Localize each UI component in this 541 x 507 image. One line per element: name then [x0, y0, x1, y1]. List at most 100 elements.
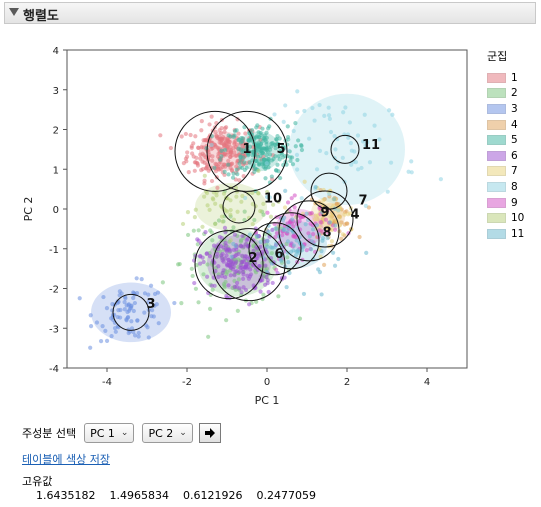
data-point — [125, 309, 130, 315]
legend-item[interactable]: 9 — [487, 195, 524, 211]
data-point — [134, 291, 140, 296]
data-point — [256, 264, 262, 269]
data-point — [285, 148, 290, 153]
legend-item[interactable]: 5 — [487, 132, 524, 148]
data-point — [223, 275, 228, 280]
data-point — [270, 227, 275, 232]
data-point — [234, 167, 239, 172]
data-point — [337, 215, 342, 220]
data-point — [146, 335, 151, 340]
data-point — [328, 129, 334, 135]
data-point — [243, 287, 249, 293]
pc-x-select[interactable]: PC 1 ⌄ — [84, 423, 135, 443]
data-point — [194, 160, 200, 166]
legend-swatch — [487, 88, 506, 99]
data-point — [209, 142, 214, 148]
data-point — [363, 203, 368, 208]
data-point — [243, 131, 248, 136]
cluster-circle — [206, 110, 288, 192]
data-point — [198, 261, 203, 266]
pc-selector-row: 주성분 선택 PC 1 ⌄ PC 2 ⌄ — [22, 423, 221, 443]
cluster-label: 5 — [276, 142, 285, 157]
data-point — [198, 253, 203, 259]
data-point — [253, 230, 259, 235]
report-title: 행렬도 — [23, 9, 59, 24]
data-point — [274, 168, 279, 173]
data-point — [212, 165, 217, 170]
data-point — [260, 162, 265, 167]
collapse-triangle-icon[interactable] — [9, 8, 19, 16]
legend-item[interactable]: 8 — [487, 179, 524, 195]
data-point — [234, 128, 239, 133]
legend-item[interactable]: 7 — [487, 164, 524, 180]
legend-item[interactable]: 1 — [487, 70, 524, 86]
data-point — [334, 165, 339, 170]
legend-item[interactable]: 2 — [487, 86, 524, 102]
report-outline-header[interactable]: 행렬도 — [4, 2, 536, 24]
data-point — [292, 205, 297, 210]
data-point — [232, 284, 237, 290]
data-point — [213, 221, 218, 227]
legend-item[interactable]: 6 — [487, 148, 524, 164]
data-point — [219, 274, 225, 279]
apply-arrow-button[interactable] — [198, 423, 221, 443]
data-point — [237, 286, 242, 291]
data-point — [296, 248, 301, 253]
data-point — [336, 208, 341, 213]
data-point — [184, 159, 189, 164]
data-point — [210, 287, 215, 292]
data-point — [139, 277, 144, 282]
data-point — [261, 138, 266, 143]
data-point — [218, 157, 223, 162]
data-point — [240, 253, 245, 258]
data-point — [291, 248, 296, 253]
data-point — [194, 263, 199, 268]
data-point — [238, 158, 243, 163]
data-point — [265, 189, 270, 195]
data-point — [341, 110, 346, 115]
data-point — [233, 185, 239, 190]
data-point — [322, 262, 327, 268]
data-point — [256, 142, 261, 148]
save-colors-link[interactable]: 테이블에 색상 저장 — [22, 453, 110, 466]
data-point — [104, 306, 110, 311]
data-point — [196, 145, 201, 150]
data-point — [311, 227, 316, 232]
data-point — [224, 209, 230, 214]
data-point — [190, 273, 195, 279]
data-point — [332, 197, 337, 202]
data-point — [304, 248, 309, 253]
legend-item[interactable]: 3 — [487, 101, 524, 117]
data-point — [185, 232, 191, 238]
data-point — [205, 203, 210, 208]
data-point — [304, 211, 309, 216]
cluster-circle — [278, 200, 340, 262]
data-point — [179, 134, 184, 139]
data-point — [275, 134, 280, 139]
pc-y-select[interactable]: PC 2 ⌄ — [142, 423, 193, 443]
legend-item[interactable]: 10 — [487, 210, 524, 226]
legend-swatch — [487, 103, 506, 114]
data-point — [88, 324, 94, 329]
data-point — [109, 334, 114, 339]
data-point — [145, 325, 150, 330]
legend-item[interactable]: 11 — [487, 226, 524, 242]
cluster-circle — [248, 222, 302, 276]
data-point — [242, 160, 247, 165]
data-point — [214, 193, 219, 198]
data-point — [269, 158, 275, 163]
data-point — [336, 256, 341, 262]
data-point — [265, 244, 270, 249]
data-point — [285, 134, 291, 140]
legend-item[interactable]: 4 — [487, 117, 524, 133]
data-point — [228, 147, 234, 153]
data-point — [160, 280, 165, 285]
data-point — [269, 251, 274, 256]
data-point — [193, 207, 198, 212]
data-point — [225, 263, 230, 268]
data-point — [322, 113, 327, 118]
data-point — [200, 166, 206, 172]
data-point — [291, 243, 296, 248]
eigenvalue: 1.4965834 — [109, 489, 170, 502]
data-point — [172, 300, 177, 306]
